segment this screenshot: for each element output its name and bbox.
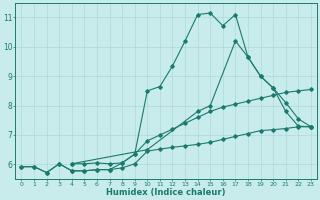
X-axis label: Humidex (Indice chaleur): Humidex (Indice chaleur) [107,188,226,197]
